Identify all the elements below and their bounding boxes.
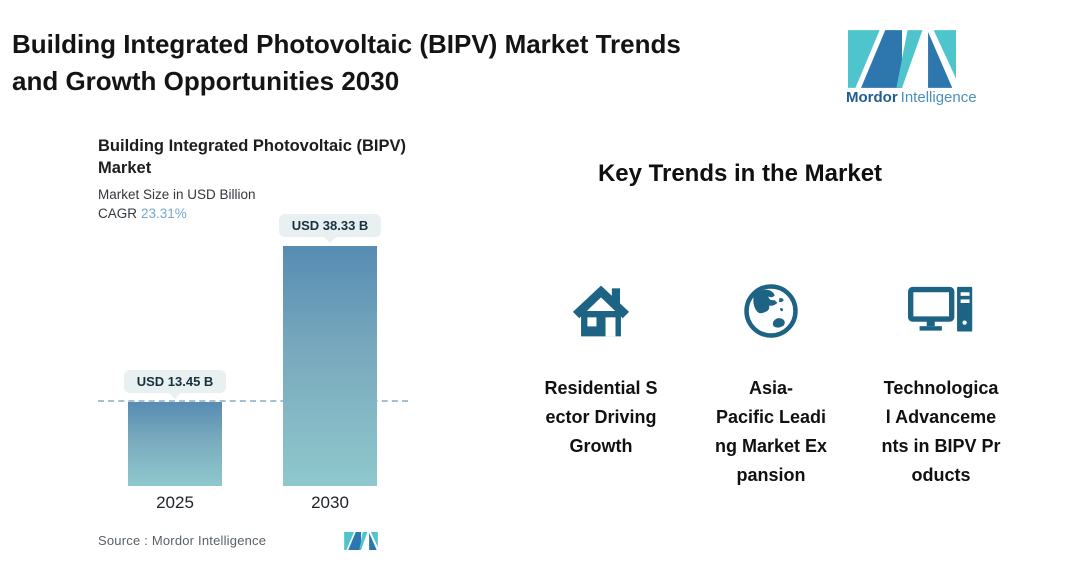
- chart-title: Building Integrated Photovoltaic (BIPV) …: [98, 137, 407, 177]
- chart-subtitle: Market Size in USD Billion: [98, 186, 256, 202]
- cagr-value: 23.31%: [141, 205, 187, 221]
- bar-2025: [128, 401, 222, 486]
- trend-item-technology: Technologica l Advanceme nts in BIPV Pr …: [856, 282, 1026, 490]
- mordor-intelligence-mini-logo-icon: [344, 531, 378, 550]
- trend-item-asia-pacific: Asia- Pacific Leadi ng Market Ex pansion: [686, 282, 856, 490]
- trend-item-residential: Residential S ector Driving Growth: [516, 282, 686, 490]
- axis-label-2030: 2030: [311, 492, 349, 512]
- desktop-computer-icon: [908, 286, 973, 332]
- key-trends-panel: Key Trends in the Market Residential S e…: [500, 140, 1060, 490]
- trend-row: Residential S ector Driving Growth Asia-…: [516, 282, 1060, 490]
- trend-label-technology: Technologica l Advanceme nts in BIPV Pr …: [881, 378, 1001, 485]
- trend-label-residential: Residential S ector Driving Growth: [544, 378, 658, 456]
- brand-logo: Mordor Intelligence: [846, 30, 977, 106]
- key-trends-heading: Key Trends in the Market: [597, 160, 883, 187]
- page-title: Building Integrated Photovoltaic (BIPV) …: [12, 29, 681, 96]
- source-row: Source : Mordor Intelligence: [98, 531, 408, 550]
- cagr-label: CAGR: [98, 205, 138, 221]
- brand-wordmark: Mordor Intelligence: [846, 89, 977, 106]
- house-icon: [572, 285, 630, 337]
- bar-group-2030: USD 38.33 B: [278, 213, 382, 486]
- threshold-dashed-line: [98, 399, 408, 402]
- bar-group-2025: USD 13.45 B: [123, 369, 227, 486]
- axis-label-2025: 2025: [156, 492, 194, 512]
- mordor-intelligence-logo-icon: [848, 30, 956, 88]
- brand-name-bold: Mordor: [846, 89, 898, 106]
- value-label-2030: USD 38.33 B: [278, 213, 382, 237]
- bar-chart-plot: USD 13.45 B USD 38.33 B: [98, 213, 408, 486]
- trend-label-asia-pacific: Asia- Pacific Leadi ng Market Ex pansion: [714, 378, 828, 485]
- globe-asia-icon: [744, 284, 798, 338]
- source-label: Source : Mordor Intelligence: [98, 533, 267, 549]
- x-axis: 2025 2030: [98, 493, 408, 519]
- chart-cagr-line: CAGR 23.31%: [98, 206, 410, 221]
- bar-2030: [283, 245, 377, 486]
- bar-chart-card: Building Integrated Photovoltaic (BIPV) …: [98, 136, 410, 550]
- value-label-2025: USD 13.45 B: [123, 369, 227, 393]
- brand-name-light: Intelligence: [900, 89, 977, 106]
